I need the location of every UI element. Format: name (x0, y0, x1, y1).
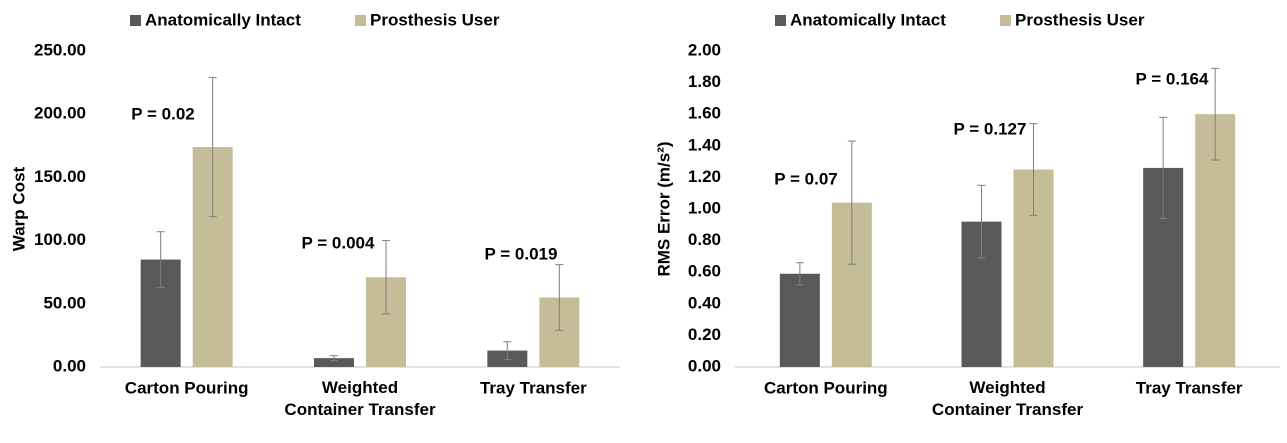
x-tick-label: Tray Transfer (1136, 378, 1243, 397)
y-tick-label: 0.40 (688, 293, 721, 312)
legend-label: Prosthesis User (1015, 10, 1145, 29)
y-axis-label: RMS Error (m/s²) (654, 141, 673, 276)
legend-swatch (1000, 15, 1011, 26)
y-tick-label: 200.00 (34, 104, 86, 123)
y-tick-label: 100.00 (34, 230, 86, 249)
y-tick-label: 1.60 (688, 104, 721, 123)
legend-label: Prosthesis User (370, 10, 500, 29)
annotation: P = 0.127 (954, 119, 1027, 138)
y-axis-label: Warp Cost (9, 166, 28, 251)
y-tick-label: 2.00 (688, 40, 721, 59)
annotation: P = 0.02 (131, 104, 195, 123)
y-tick-label: 50.00 (43, 293, 86, 312)
x-tick-label: Carton Pouring (125, 378, 249, 397)
x-tick-label: Carton Pouring (764, 378, 888, 397)
bar (314, 358, 354, 367)
legend-swatch (775, 15, 786, 26)
legend-swatch (130, 15, 141, 26)
legend-label: Anatomically Intact (145, 10, 301, 29)
y-tick-label: 250.00 (34, 40, 86, 59)
y-tick-label: 1.00 (688, 198, 721, 217)
annotation: P = 0.019 (485, 244, 558, 263)
y-tick-label: 0.60 (688, 262, 721, 281)
bar (779, 273, 820, 367)
x-tick-label: Tray Transfer (480, 378, 587, 397)
annotation: P = 0.164 (1136, 69, 1209, 88)
y-tick-label: 150.00 (34, 167, 86, 186)
y-tick-label: 0.00 (688, 356, 721, 375)
y-tick-label: 1.80 (688, 72, 721, 91)
legend-swatch (355, 15, 366, 26)
x-tick-label: Weighted Container Transfer (932, 378, 1084, 419)
y-tick-label: 1.40 (688, 135, 721, 154)
y-tick-label: 0.80 (688, 230, 721, 249)
legend-label: Anatomically Intact (790, 10, 946, 29)
annotation: P = 0.004 (302, 233, 375, 252)
x-tick-label: Weighted Container Transfer (284, 378, 436, 419)
annotation: P = 0.07 (774, 169, 838, 188)
y-tick-label: 0.00 (53, 356, 86, 375)
y-tick-label: 0.20 (688, 325, 721, 344)
y-tick-label: 1.20 (688, 167, 721, 186)
